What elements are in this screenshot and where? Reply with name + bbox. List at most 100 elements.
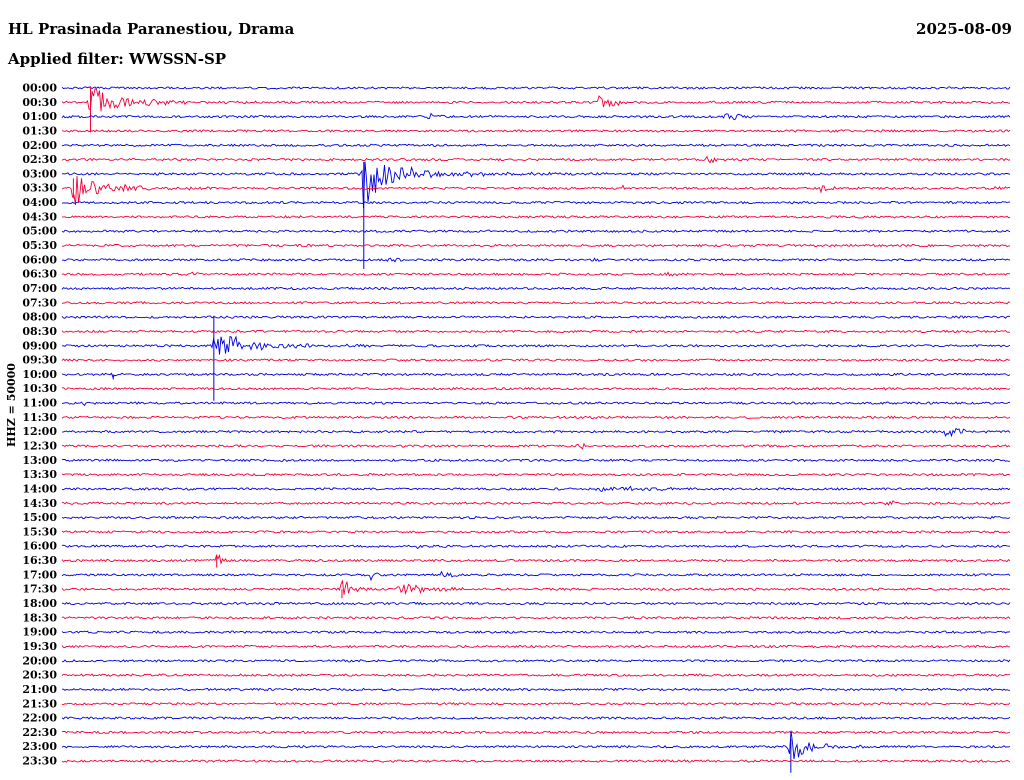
trace-row-20:30 (61, 673, 1011, 677)
trace-row-19:00 (61, 630, 1011, 634)
time-label: 10:30 (22, 382, 57, 395)
trace-row-02:00 (61, 143, 1011, 148)
trace-row-14:30 (61, 500, 1011, 506)
trace-row-18:00 (61, 601, 1011, 606)
trace-row-21:30 (61, 702, 1011, 706)
trace-row-16:00 (61, 544, 1011, 550)
trace-row-07:00 (61, 286, 1011, 291)
trace-row-11:00 (61, 401, 1011, 407)
trace-row-06:00 (61, 257, 1011, 263)
trace-row-00:30 (61, 88, 1011, 112)
trace-row-14:00 (61, 485, 1011, 493)
time-label: 00:30 (22, 96, 57, 109)
time-label: 12:00 (22, 425, 57, 438)
trace-row-13:00 (61, 458, 1011, 463)
time-label: 15:00 (22, 511, 57, 524)
time-label: 20:30 (22, 669, 57, 682)
trace-row-17:30 (61, 579, 1011, 595)
trace-row-01:00 (61, 112, 1011, 121)
time-label: 06:00 (22, 253, 57, 266)
time-label: 19:00 (22, 626, 57, 639)
time-label: 09:00 (22, 339, 57, 352)
time-label: 04:00 (22, 196, 57, 209)
time-label: 00:00 (22, 82, 57, 95)
time-label: 01:30 (22, 124, 57, 137)
trace-row-06:30 (61, 271, 1011, 277)
time-label: 20:00 (22, 654, 57, 667)
trace-row-10:30 (61, 386, 1011, 391)
time-label: 18:30 (22, 611, 57, 624)
time-label: 08:30 (22, 325, 57, 338)
station-title: HL Prasinada Paranestiou, Drama (8, 20, 295, 38)
time-label: 08:00 (22, 311, 57, 324)
time-label: 11:30 (22, 411, 57, 424)
trace-row-05:30 (61, 243, 1011, 248)
trace-row-15:00 (61, 515, 1011, 520)
trace-row-11:30 (61, 415, 1011, 420)
time-label: 16:00 (22, 540, 57, 553)
time-label: 04:30 (22, 210, 57, 223)
trace-row-09:30 (61, 358, 1011, 362)
trace-row-20:00 (62, 659, 1011, 663)
trace-row-09:00 (61, 335, 1011, 355)
time-label: 16:30 (22, 554, 57, 567)
trace-row-10:00 (61, 372, 1011, 379)
time-label: 15:30 (22, 525, 57, 538)
time-label: 23:30 (22, 755, 57, 768)
time-label: 02:30 (22, 153, 57, 166)
time-label: 11:00 (22, 397, 57, 410)
trace-row-00:00 (61, 86, 1011, 90)
filter-label: Applied filter: WWSSN-SP (8, 50, 227, 68)
record-date: 2025-08-09 (916, 20, 1012, 38)
time-label: 19:30 (22, 640, 57, 653)
time-label: 17:00 (22, 568, 57, 581)
time-label: 14:00 (22, 482, 57, 495)
time-label: 22:30 (22, 726, 57, 739)
time-label: 13:00 (22, 454, 57, 467)
time-label: 21:00 (22, 683, 57, 696)
trace-row-16:30 (61, 553, 1011, 566)
trace-row-15:30 (61, 530, 1011, 534)
trace-row-17:00 (61, 570, 1011, 582)
trace-row-12:00 (61, 427, 1011, 438)
trace-row-22:00 (61, 716, 1011, 720)
trace-row-18:30 (61, 615, 1011, 620)
time-label: 06:30 (22, 268, 57, 281)
time-label: 03:30 (22, 182, 57, 195)
trace-row-13:30 (61, 472, 1011, 477)
time-label: 22:00 (22, 712, 57, 725)
time-label: 02:00 (22, 139, 57, 152)
trace-row-23:30 (61, 759, 1011, 763)
time-label: 13:30 (22, 468, 57, 481)
time-label: 07:00 (22, 282, 57, 295)
time-label: 10:00 (22, 368, 57, 381)
trace-row-08:00 (61, 315, 1011, 319)
time-label: 03:00 (22, 167, 57, 180)
time-label: 21:30 (22, 697, 57, 710)
time-label: 09:30 (22, 354, 57, 367)
time-label: 01:00 (22, 110, 57, 123)
time-label: 05:30 (22, 239, 57, 252)
trace-row-21:00 (62, 687, 1010, 692)
trace-row-03:30 (61, 175, 1011, 206)
trace-row-19:30 (61, 644, 1011, 649)
time-label: 12:30 (22, 440, 57, 453)
trace-row-08:30 (61, 329, 1011, 334)
trace-row-22:30 (61, 730, 1011, 735)
time-label: 05:00 (22, 225, 57, 238)
trace-row-07:30 (61, 301, 1011, 305)
time-label: 23:00 (22, 740, 57, 753)
trace-row-23:00 (61, 730, 1011, 760)
trace-row-04:30 (61, 215, 1011, 219)
time-label: 14:30 (22, 497, 57, 510)
trace-row-04:00 (61, 200, 1011, 205)
time-label: 18:00 (22, 597, 57, 610)
time-label: 17:30 (22, 583, 57, 596)
trace-row-01:30 (61, 129, 1011, 133)
trace-row-05:00 (61, 229, 1011, 234)
time-label: 07:30 (22, 296, 57, 309)
trace-row-03:00 (61, 161, 1011, 209)
trace-row-02:30 (61, 155, 1011, 164)
trace-row-12:30 (61, 442, 1011, 450)
